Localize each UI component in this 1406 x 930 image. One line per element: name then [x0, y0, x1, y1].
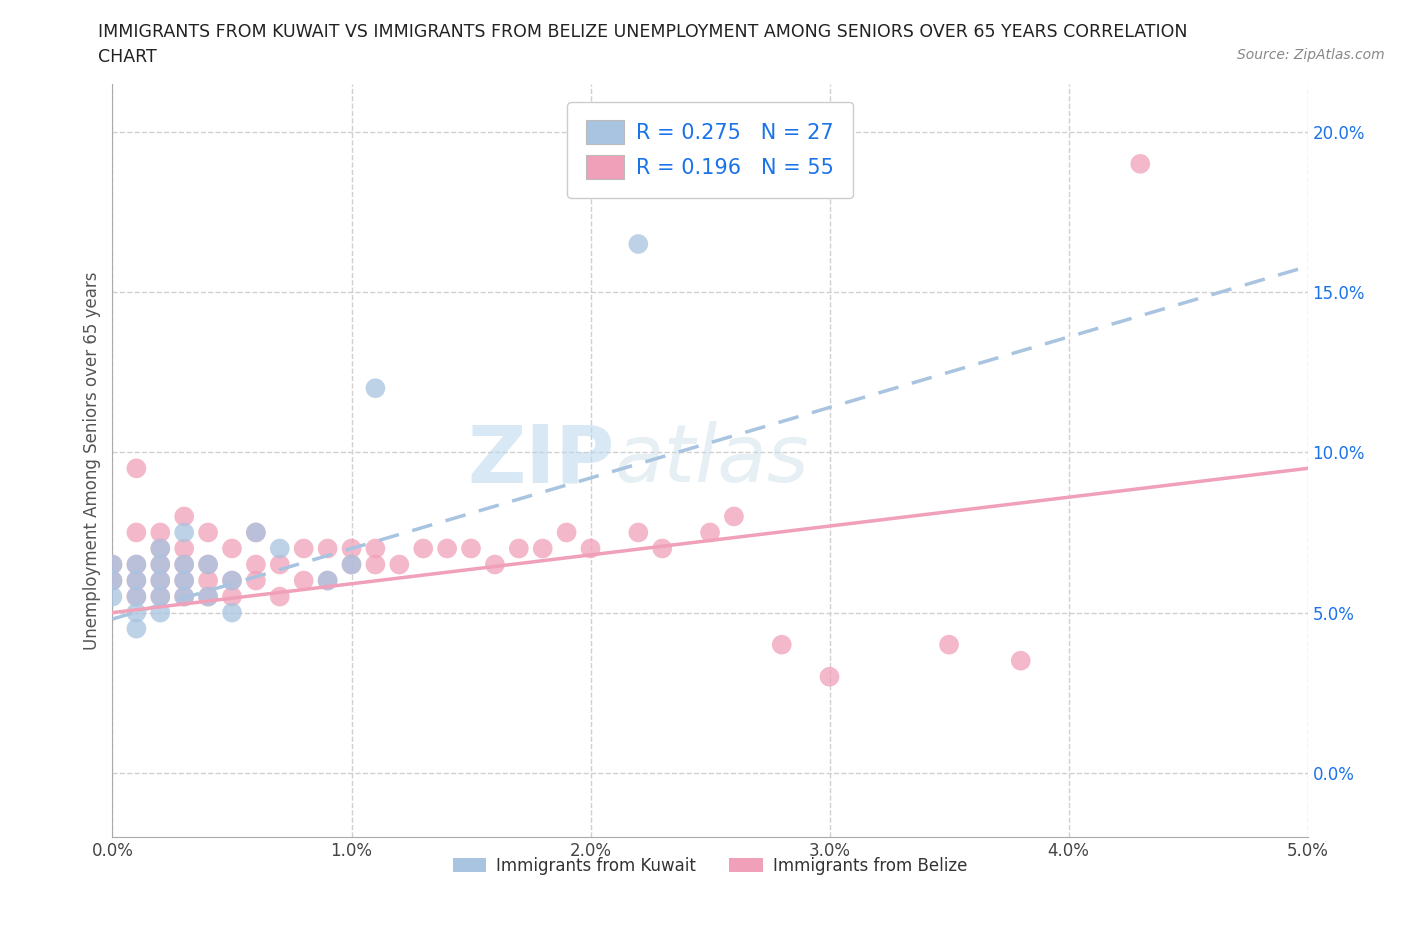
Point [316, 573, 339, 588]
Point [938, 637, 960, 652]
Point [149, 573, 172, 588]
Point [125, 557, 148, 572]
Point [770, 637, 793, 652]
Point [412, 541, 434, 556]
Text: ZIP: ZIP [467, 421, 614, 499]
Point [484, 557, 506, 572]
Point [436, 541, 458, 556]
Point [125, 573, 148, 588]
Point [364, 557, 387, 572]
Point [149, 557, 172, 572]
Point [173, 557, 195, 572]
Point [173, 589, 195, 604]
Point [197, 589, 219, 604]
Legend: Immigrants from Kuwait, Immigrants from Belize: Immigrants from Kuwait, Immigrants from … [446, 850, 974, 882]
Point [555, 525, 578, 540]
Point [125, 557, 148, 572]
Point [388, 557, 411, 572]
Point [149, 605, 172, 620]
Point [221, 573, 243, 588]
Point [125, 589, 148, 604]
Point [197, 573, 219, 588]
Point [149, 541, 172, 556]
Point [197, 525, 219, 540]
Point [579, 541, 602, 556]
Point [292, 573, 315, 588]
Point [149, 589, 172, 604]
Point [245, 525, 267, 540]
Point [340, 557, 363, 572]
Point [316, 573, 339, 588]
Point [269, 541, 291, 556]
Text: Source: ZipAtlas.com: Source: ZipAtlas.com [1237, 48, 1385, 62]
Point [627, 236, 650, 251]
Point [1010, 653, 1032, 668]
Point [101, 573, 124, 588]
Point [197, 557, 219, 572]
Point [508, 541, 530, 556]
Point [340, 541, 363, 556]
Point [221, 573, 243, 588]
Point [197, 557, 219, 572]
Point [269, 557, 291, 572]
Point [101, 557, 124, 572]
Point [101, 589, 124, 604]
Point [125, 621, 148, 636]
Point [101, 557, 124, 572]
Point [221, 541, 243, 556]
Point [173, 589, 195, 604]
Point [292, 541, 315, 556]
Point [149, 573, 172, 588]
Point [460, 541, 482, 556]
Point [245, 525, 267, 540]
Point [173, 573, 195, 588]
Point [197, 589, 219, 604]
Point [149, 589, 172, 604]
Point [125, 605, 148, 620]
Point [818, 670, 841, 684]
Text: IMMIGRANTS FROM KUWAIT VS IMMIGRANTS FROM BELIZE UNEMPLOYMENT AMONG SENIORS OVER: IMMIGRANTS FROM KUWAIT VS IMMIGRANTS FRO… [98, 23, 1188, 41]
Point [723, 509, 745, 524]
Point [221, 605, 243, 620]
Point [269, 589, 291, 604]
Point [1129, 156, 1152, 171]
Point [149, 541, 172, 556]
Point [245, 557, 267, 572]
Point [101, 573, 124, 588]
Point [125, 589, 148, 604]
Point [651, 541, 673, 556]
Point [245, 573, 267, 588]
Point [173, 557, 195, 572]
Point [364, 380, 387, 395]
Point [316, 541, 339, 556]
Point [149, 525, 172, 540]
Point [531, 541, 554, 556]
Point [173, 573, 195, 588]
Point [173, 509, 195, 524]
Point [173, 525, 195, 540]
Point [125, 573, 148, 588]
Text: CHART: CHART [98, 48, 157, 66]
Point [221, 589, 243, 604]
Point [149, 557, 172, 572]
Point [173, 541, 195, 556]
Y-axis label: Unemployment Among Seniors over 65 years: Unemployment Among Seniors over 65 years [83, 272, 101, 649]
Point [627, 525, 650, 540]
Point [340, 557, 363, 572]
Point [125, 525, 148, 540]
Point [699, 525, 721, 540]
Point [364, 541, 387, 556]
Text: atlas: atlas [614, 421, 810, 499]
Point [125, 461, 148, 476]
